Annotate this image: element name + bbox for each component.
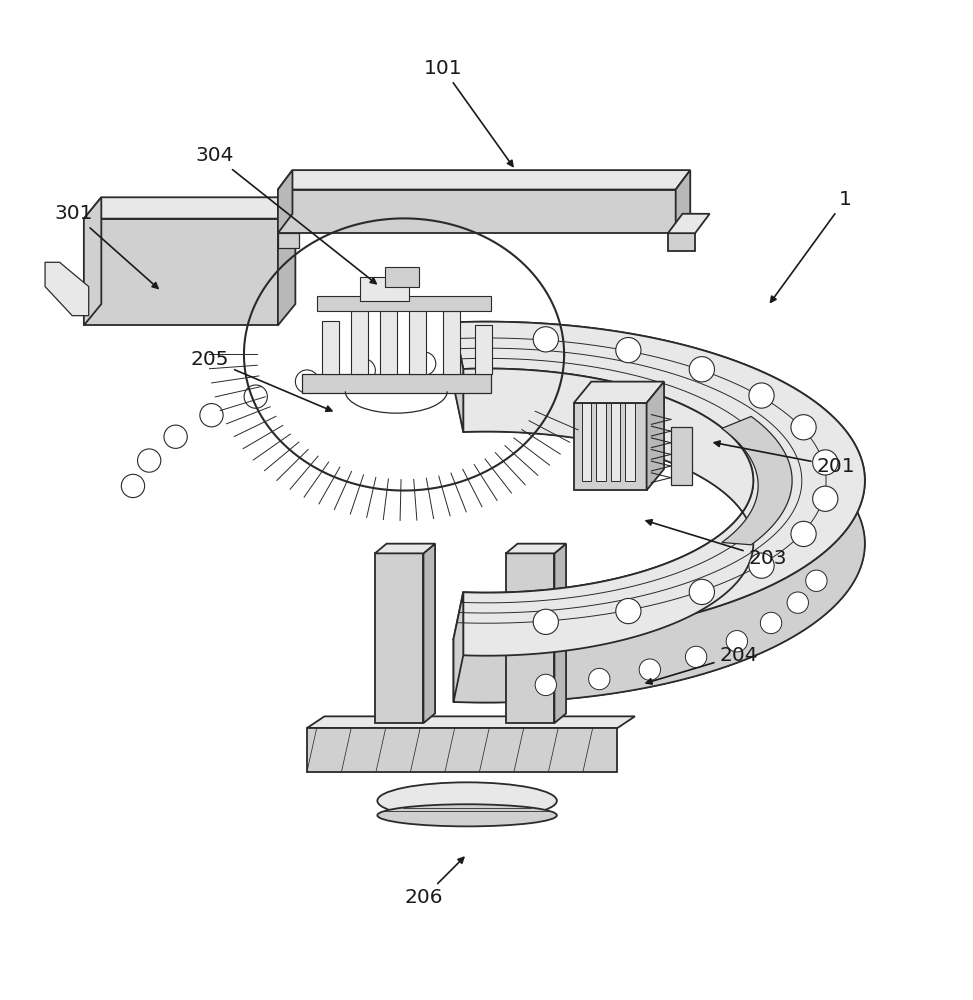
Polygon shape	[611, 403, 621, 481]
Circle shape	[749, 553, 775, 578]
Ellipse shape	[378, 804, 557, 826]
Polygon shape	[321, 321, 339, 374]
Polygon shape	[453, 385, 865, 703]
Polygon shape	[84, 197, 296, 219]
Text: 304: 304	[196, 146, 377, 284]
Circle shape	[689, 357, 714, 382]
Circle shape	[791, 415, 816, 440]
Polygon shape	[443, 311, 460, 374]
Polygon shape	[506, 544, 566, 553]
Circle shape	[639, 659, 661, 680]
Polygon shape	[303, 374, 491, 393]
Polygon shape	[278, 170, 293, 233]
Circle shape	[685, 646, 706, 668]
Polygon shape	[555, 544, 566, 723]
Polygon shape	[379, 304, 397, 374]
Circle shape	[535, 674, 557, 696]
Circle shape	[787, 592, 809, 613]
Circle shape	[533, 327, 559, 352]
Polygon shape	[350, 311, 368, 374]
Ellipse shape	[378, 782, 557, 819]
Polygon shape	[316, 296, 491, 311]
Polygon shape	[506, 553, 555, 723]
Polygon shape	[722, 416, 792, 545]
Polygon shape	[278, 170, 690, 190]
Polygon shape	[574, 382, 664, 403]
Polygon shape	[409, 304, 426, 374]
Circle shape	[616, 338, 641, 363]
Polygon shape	[582, 403, 592, 481]
Polygon shape	[626, 403, 635, 481]
Circle shape	[164, 425, 187, 448]
Circle shape	[791, 521, 816, 547]
Polygon shape	[453, 322, 865, 703]
Circle shape	[244, 385, 268, 408]
Polygon shape	[574, 403, 647, 490]
Polygon shape	[463, 369, 753, 656]
Polygon shape	[423, 544, 435, 723]
Circle shape	[812, 450, 838, 475]
Circle shape	[199, 404, 223, 427]
Polygon shape	[45, 262, 89, 316]
Polygon shape	[667, 214, 709, 233]
Text: 203: 203	[646, 520, 787, 568]
Polygon shape	[278, 233, 300, 248]
Circle shape	[137, 449, 161, 472]
Circle shape	[806, 570, 827, 591]
Polygon shape	[307, 728, 618, 772]
Circle shape	[296, 370, 318, 393]
Text: 205: 205	[191, 350, 332, 411]
Polygon shape	[360, 277, 409, 301]
Polygon shape	[84, 219, 278, 325]
Text: 1: 1	[771, 190, 852, 302]
Text: 201: 201	[714, 441, 855, 476]
Circle shape	[726, 631, 747, 652]
Polygon shape	[278, 190, 675, 233]
Circle shape	[413, 352, 436, 375]
Text: 204: 204	[646, 646, 758, 684]
Polygon shape	[278, 197, 296, 325]
Text: 101: 101	[423, 59, 513, 166]
Text: 206: 206	[404, 857, 464, 907]
Circle shape	[749, 383, 775, 408]
Polygon shape	[647, 382, 664, 490]
Text: 301: 301	[54, 204, 158, 288]
Polygon shape	[670, 427, 692, 485]
Circle shape	[689, 579, 714, 605]
Polygon shape	[307, 716, 635, 728]
Polygon shape	[453, 592, 463, 702]
Polygon shape	[375, 544, 435, 553]
Circle shape	[533, 609, 559, 634]
Circle shape	[760, 612, 781, 634]
Polygon shape	[667, 233, 695, 251]
Circle shape	[589, 668, 610, 690]
Polygon shape	[675, 170, 690, 233]
Polygon shape	[453, 322, 865, 640]
Polygon shape	[475, 325, 492, 374]
Circle shape	[122, 474, 145, 498]
Polygon shape	[384, 267, 418, 287]
Circle shape	[616, 598, 641, 624]
Circle shape	[352, 359, 376, 382]
Polygon shape	[375, 553, 423, 723]
Polygon shape	[453, 322, 463, 432]
Circle shape	[812, 486, 838, 511]
Polygon shape	[596, 403, 606, 481]
Polygon shape	[84, 197, 101, 325]
